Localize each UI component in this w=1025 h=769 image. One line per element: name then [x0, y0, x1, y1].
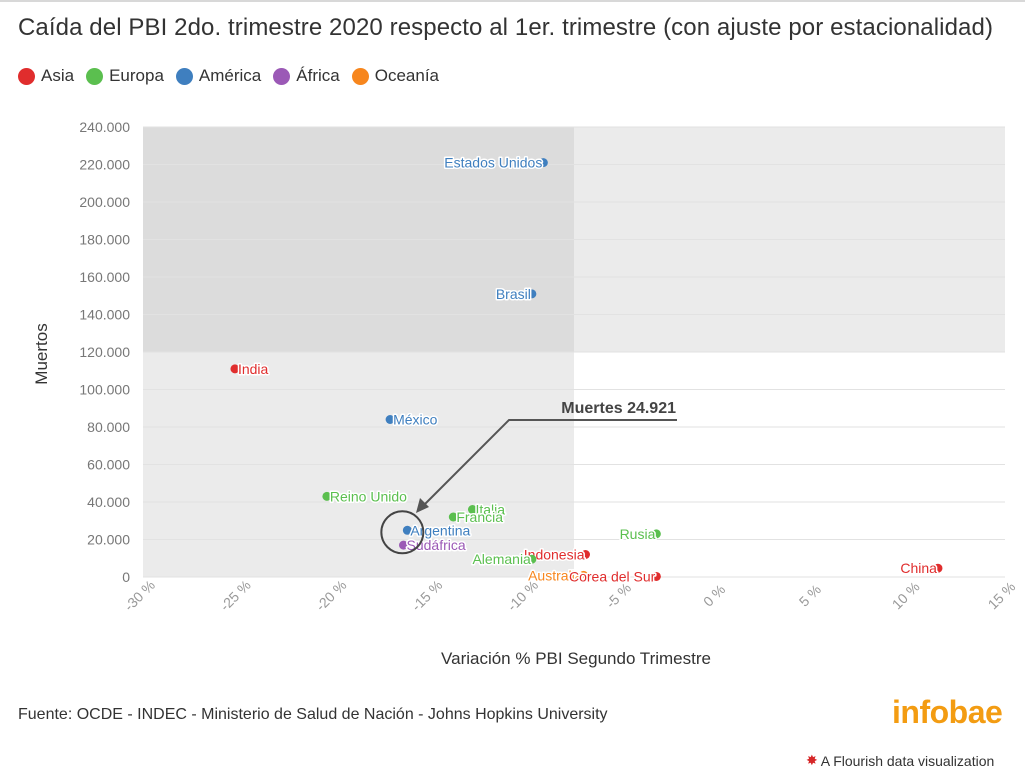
y-tick-label: 180.000: [79, 232, 130, 248]
x-tick-label: 0 %: [700, 581, 728, 609]
y-tick-label: 20.000: [87, 532, 130, 548]
legend-label: Europa: [109, 66, 164, 85]
data-point: [651, 571, 661, 581]
data-point: [527, 289, 537, 299]
flourish-credit-label: A Flourish data visualization: [820, 752, 995, 769]
data-point: [933, 563, 943, 573]
data-label: Argentina: [410, 522, 470, 538]
legend-dot-icon: [273, 67, 291, 85]
data-label: Alemania: [472, 551, 531, 567]
legend-item-europa[interactable]: Europa: [86, 66, 164, 86]
y-tick-label: 80.000: [87, 419, 130, 435]
annotation-label: Muertes 24.921: [561, 400, 676, 417]
legend-item-america[interactable]: América: [175, 66, 262, 86]
y-axis-label: Muertos: [32, 323, 51, 384]
data-point: [399, 540, 409, 550]
data-label: Sudáfrica: [407, 537, 466, 553]
data-point: [527, 554, 537, 564]
brand-logo[interactable]: infobae: [892, 694, 1003, 730]
y-tick-label: 160.000: [79, 269, 130, 285]
annotation-arrowhead: [416, 498, 429, 513]
legend-label: Oceanía: [374, 66, 439, 85]
data-label: México: [393, 412, 438, 428]
legend-dot-icon: [18, 67, 35, 85]
data-label: Corea del Sur: [569, 568, 656, 584]
data-label: Italia: [475, 502, 505, 518]
data-point: [230, 364, 240, 374]
legend-label: Asia: [41, 66, 75, 85]
y-tick-label: 100.000: [79, 382, 130, 398]
y-tick-label: 0: [122, 569, 130, 585]
data-point: [580, 550, 590, 559]
data-label: Francia: [456, 509, 503, 525]
chart-title: Caída del PBI 2do. trimestre 2020 respec…: [18, 14, 994, 41]
data-point: [467, 505, 477, 514]
legend-dot-icon: [86, 67, 104, 85]
y-tick-label: 140.000: [79, 307, 130, 323]
data-point: [448, 512, 458, 522]
x-tick-label: -25 %: [217, 577, 254, 614]
legend-item-africa[interactable]: África: [273, 66, 340, 86]
y-tick-label: 40.000: [87, 494, 130, 510]
annotation-circle: [380, 510, 425, 555]
data-label: Estados Unidos: [444, 155, 542, 171]
data-point: [402, 525, 412, 535]
legend-item-asia[interactable]: Asia: [18, 66, 74, 86]
annotation-arrow: [420, 419, 677, 509]
data-label: Australia: [528, 567, 583, 583]
data-label: India: [238, 361, 269, 377]
data-label: Rusia: [620, 526, 656, 542]
y-tick-label: 240.000: [79, 119, 130, 135]
legend-label: África: [296, 66, 340, 85]
data-point: [385, 415, 395, 424]
flourish-credit[interactable]: ✸ A Flourish data visualization: [806, 752, 994, 769]
data-point: [322, 491, 332, 501]
flourish-logo-icon: ✸: [806, 752, 818, 768]
chart-legend: Asia Europa América África Oceanía: [18, 66, 439, 86]
y-tick-label: 120.000: [79, 344, 130, 360]
data-label: China: [900, 560, 937, 576]
x-axis-label: Variación % PBI Segundo Trimestre: [441, 649, 711, 668]
legend-item-oceania[interactable]: Oceanía: [351, 66, 439, 86]
x-tick-label: 5 %: [796, 581, 824, 609]
x-tick-label: -20 %: [312, 577, 349, 614]
legend-dot-icon: [351, 67, 369, 85]
data-label: Brasil: [496, 286, 531, 302]
y-tick-label: 220.000: [79, 157, 130, 173]
data-point: [579, 570, 589, 580]
top-divider: [0, 0, 1025, 8]
source-note: Fuente: OCDE - INDEC - Ministerio de Sal…: [18, 706, 608, 723]
y-tick-label: 60.000: [87, 457, 130, 473]
data-point: [538, 158, 548, 168]
x-tick-label: 10 %: [889, 579, 923, 613]
data-label: Reino Unido: [330, 488, 407, 504]
scatter-chart: 0 20.000 40.000 60.000 80.000 100.000 120.000 1…: [32, 119, 1019, 668]
x-tick-label: 15 %: [985, 579, 1019, 613]
data-label: Indonesia: [524, 547, 585, 563]
legend-dot-icon: [175, 67, 193, 85]
y-tick-label: 200.000: [79, 194, 130, 210]
data-point: [651, 529, 661, 539]
legend-label: América: [198, 66, 262, 85]
x-tick-label: -15 %: [408, 577, 445, 614]
